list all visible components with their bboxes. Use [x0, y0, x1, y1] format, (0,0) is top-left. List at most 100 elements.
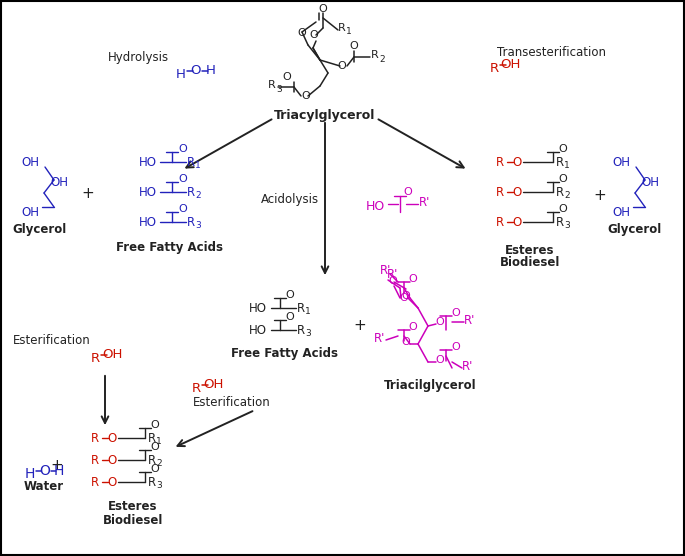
- Text: R': R': [462, 360, 474, 373]
- Text: O: O: [349, 41, 358, 51]
- Text: O: O: [559, 204, 567, 214]
- Text: R: R: [496, 156, 504, 170]
- Text: O: O: [108, 433, 116, 445]
- Text: O: O: [310, 30, 319, 40]
- Text: HO: HO: [249, 302, 267, 315]
- Text: Esterification: Esterification: [13, 334, 91, 346]
- Text: R: R: [91, 454, 99, 468]
- Text: 2: 2: [156, 459, 162, 468]
- Text: O: O: [319, 4, 327, 14]
- Text: H: H: [25, 467, 35, 481]
- Text: Esteres: Esteres: [108, 500, 158, 514]
- Text: Triacilglycerol: Triacilglycerol: [384, 380, 476, 393]
- Text: R: R: [91, 476, 99, 489]
- Text: R: R: [556, 186, 564, 198]
- Text: O: O: [436, 355, 445, 365]
- Text: Water: Water: [24, 479, 64, 493]
- Text: O: O: [40, 464, 51, 478]
- Text: O: O: [108, 476, 116, 489]
- Text: +: +: [51, 459, 64, 474]
- Text: HO: HO: [139, 156, 157, 170]
- Text: 2: 2: [195, 191, 201, 200]
- Text: Hydrolysis: Hydrolysis: [108, 51, 169, 63]
- Text: H: H: [54, 464, 64, 478]
- Text: OH: OH: [102, 349, 122, 361]
- Text: R: R: [187, 156, 195, 168]
- Text: OH: OH: [21, 156, 39, 170]
- Text: R: R: [90, 351, 99, 365]
- Text: R: R: [371, 50, 379, 60]
- Text: R: R: [148, 475, 156, 489]
- Text: OH: OH: [641, 176, 659, 190]
- Text: OH: OH: [203, 379, 223, 391]
- Text: R': R': [387, 267, 399, 280]
- Text: OH: OH: [500, 58, 520, 72]
- Text: Glycerol: Glycerol: [608, 224, 662, 236]
- Text: O: O: [179, 144, 188, 154]
- Text: O: O: [108, 454, 116, 468]
- Text: HO: HO: [139, 186, 157, 200]
- Text: R': R': [380, 264, 392, 276]
- Text: Esterification: Esterification: [193, 396, 271, 410]
- Text: R: R: [490, 62, 499, 75]
- Text: O: O: [179, 204, 188, 214]
- Text: OH: OH: [21, 206, 39, 220]
- Text: OH: OH: [612, 206, 630, 220]
- Text: 3: 3: [564, 221, 570, 230]
- Text: 3: 3: [276, 85, 282, 93]
- Text: R: R: [496, 216, 504, 230]
- Text: HO: HO: [365, 201, 384, 214]
- Text: O: O: [436, 317, 445, 327]
- Text: +: +: [594, 188, 606, 203]
- Text: O: O: [559, 174, 567, 184]
- Text: O: O: [151, 420, 160, 430]
- Text: O: O: [301, 91, 310, 101]
- Text: O: O: [338, 61, 347, 71]
- Text: R: R: [556, 216, 564, 229]
- Text: +: +: [353, 317, 366, 332]
- Text: R: R: [187, 216, 195, 229]
- Text: 3: 3: [305, 329, 311, 337]
- Text: O: O: [409, 322, 417, 332]
- Text: R: R: [191, 381, 201, 395]
- Text: +: +: [82, 186, 95, 201]
- Text: O: O: [283, 72, 291, 82]
- Text: HO: HO: [139, 216, 157, 230]
- Text: 1: 1: [346, 27, 352, 37]
- Text: R': R': [374, 331, 386, 345]
- Text: Free Fatty Acids: Free Fatty Acids: [232, 348, 338, 360]
- Text: R': R': [464, 314, 475, 326]
- Text: R: R: [338, 23, 346, 33]
- Text: O: O: [399, 293, 408, 303]
- Text: Biodiesel: Biodiesel: [500, 256, 560, 269]
- Text: Esteres: Esteres: [506, 244, 555, 256]
- Text: O: O: [286, 312, 295, 322]
- Text: O: O: [297, 28, 306, 38]
- Text: Triacylglycerol: Triacylglycerol: [274, 110, 375, 122]
- Text: HO: HO: [249, 325, 267, 337]
- Text: R: R: [148, 454, 156, 466]
- Text: R: R: [91, 433, 99, 445]
- Text: Free Fatty Acids: Free Fatty Acids: [116, 241, 223, 255]
- Text: 2: 2: [564, 191, 570, 200]
- Text: O: O: [512, 156, 521, 170]
- Text: 1: 1: [564, 161, 570, 170]
- Text: H: H: [206, 64, 216, 77]
- Text: O: O: [401, 291, 410, 301]
- Text: O: O: [512, 186, 521, 200]
- Text: OH: OH: [612, 156, 630, 170]
- Text: R: R: [187, 186, 195, 198]
- Text: 1: 1: [195, 161, 201, 170]
- Text: 1: 1: [156, 436, 162, 445]
- Text: O: O: [451, 308, 460, 318]
- Text: O: O: [401, 337, 410, 347]
- Text: R: R: [268, 80, 276, 90]
- Text: R: R: [496, 186, 504, 200]
- Text: H: H: [176, 67, 186, 81]
- Text: Biodiesel: Biodiesel: [103, 514, 163, 528]
- Text: R': R': [419, 196, 431, 208]
- Text: 3: 3: [156, 480, 162, 489]
- Text: 2: 2: [379, 54, 385, 63]
- Text: O: O: [559, 144, 567, 154]
- Text: 3: 3: [195, 221, 201, 230]
